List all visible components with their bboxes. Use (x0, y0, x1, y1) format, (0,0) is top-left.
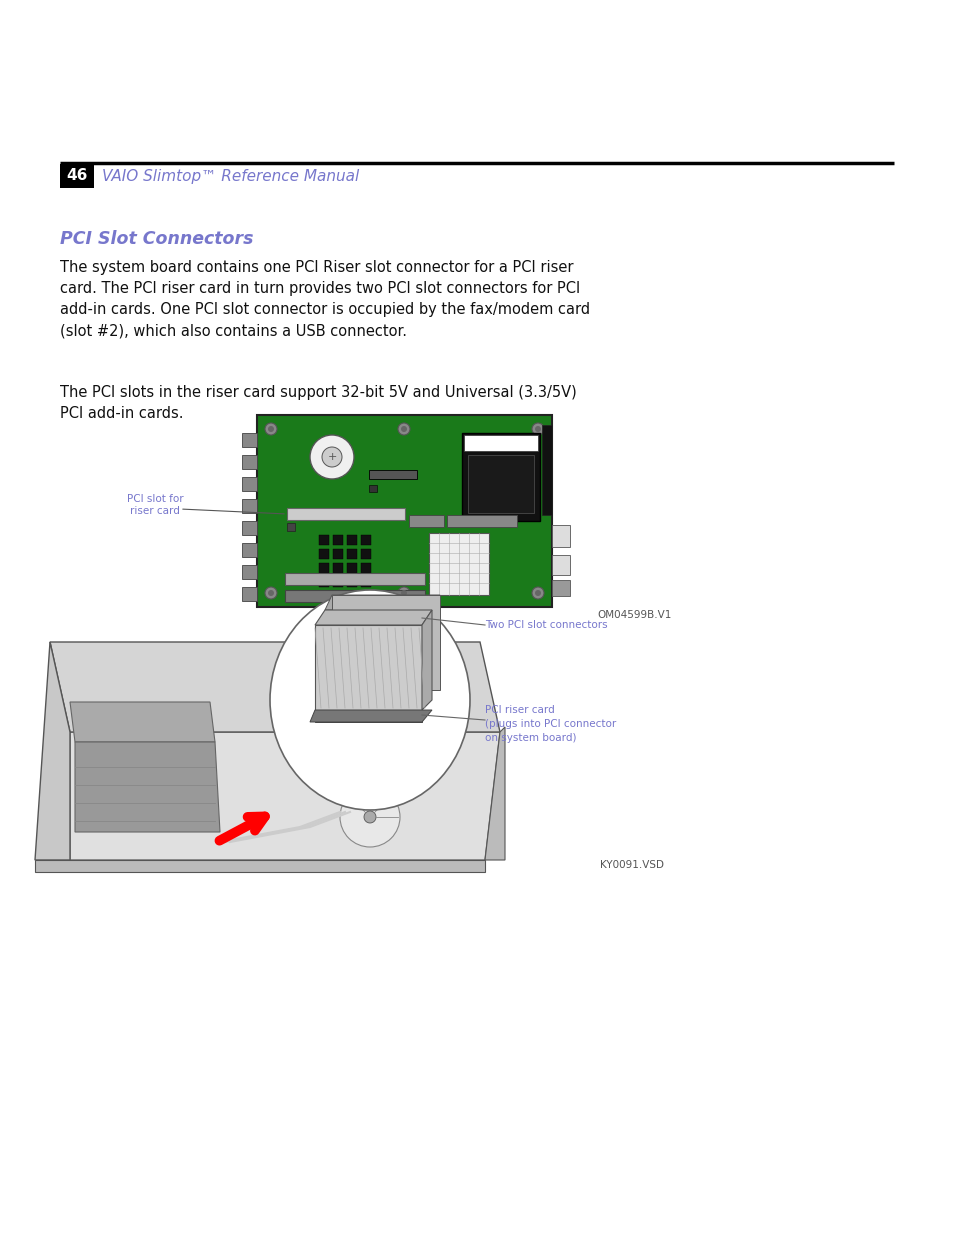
Bar (360, 577, 371, 587)
Bar (360, 535, 371, 545)
Polygon shape (314, 625, 421, 710)
Polygon shape (332, 595, 439, 690)
Polygon shape (35, 642, 70, 860)
Polygon shape (314, 710, 421, 722)
Bar (318, 563, 329, 573)
Bar (256, 415, 552, 606)
Polygon shape (50, 642, 499, 732)
Circle shape (400, 426, 407, 432)
Bar (347, 550, 356, 559)
Circle shape (322, 447, 341, 467)
Bar (242, 543, 256, 557)
Bar (333, 563, 343, 573)
Bar (333, 550, 343, 559)
Text: +: + (327, 452, 336, 462)
Bar (242, 521, 256, 535)
Text: OM04599B.V1: OM04599B.V1 (597, 610, 671, 620)
Bar (318, 592, 329, 601)
Bar (242, 564, 256, 579)
Circle shape (364, 811, 375, 823)
Bar (552, 555, 569, 576)
Bar (318, 577, 329, 587)
Polygon shape (70, 732, 499, 860)
Bar (447, 515, 517, 527)
Circle shape (268, 426, 274, 432)
Polygon shape (75, 742, 220, 832)
Bar (242, 499, 256, 513)
Circle shape (400, 590, 407, 597)
Bar (360, 550, 371, 559)
Text: on system board): on system board) (484, 734, 576, 743)
Bar (347, 563, 356, 573)
Circle shape (535, 590, 540, 597)
Bar (318, 535, 329, 545)
Text: PCI slot for
riser card: PCI slot for riser card (127, 494, 183, 516)
Polygon shape (70, 701, 214, 742)
Text: (plugs into PCI connector: (plugs into PCI connector (484, 719, 616, 729)
Bar (468, 454, 534, 513)
Text: Two PCI slot connectors: Two PCI slot connectors (484, 620, 607, 630)
Text: 46: 46 (67, 168, 88, 184)
Bar (463, 435, 537, 451)
Text: PCI riser card: PCI riser card (484, 705, 554, 715)
Text: KY0091.VSD: KY0091.VSD (599, 860, 663, 869)
Bar (285, 573, 424, 585)
Polygon shape (325, 595, 439, 610)
Bar (242, 454, 256, 469)
Circle shape (339, 787, 399, 847)
Bar (369, 471, 416, 479)
Bar (409, 515, 443, 527)
Circle shape (535, 426, 540, 432)
Circle shape (532, 587, 543, 599)
Bar (429, 534, 489, 595)
Bar (287, 522, 294, 531)
Circle shape (310, 435, 354, 479)
Circle shape (265, 424, 276, 435)
Polygon shape (35, 860, 484, 872)
Text: The system board contains one PCI Riser slot connector for a PCI riser
card. The: The system board contains one PCI Riser … (60, 261, 590, 338)
Bar (369, 485, 376, 492)
Bar (242, 477, 256, 492)
Polygon shape (484, 727, 504, 860)
Bar (242, 587, 256, 601)
Ellipse shape (270, 590, 470, 810)
Text: PCI Slot Connectors: PCI Slot Connectors (60, 230, 253, 248)
Circle shape (397, 424, 410, 435)
Bar (333, 592, 343, 601)
Bar (541, 425, 552, 515)
Bar (552, 580, 569, 597)
Bar (285, 590, 424, 601)
Circle shape (265, 587, 276, 599)
Circle shape (397, 587, 410, 599)
Bar (360, 592, 371, 601)
Bar (60, 164, 94, 188)
Polygon shape (314, 610, 432, 625)
Circle shape (268, 590, 274, 597)
Text: VAIO Slimtop™ Reference Manual: VAIO Slimtop™ Reference Manual (102, 168, 359, 184)
Bar (552, 525, 569, 547)
Bar (360, 563, 371, 573)
Bar (347, 535, 356, 545)
Text: The PCI slots in the riser card support 32-bit 5V and Universal (3.3/5V)
PCI add: The PCI slots in the riser card support … (60, 385, 577, 421)
Circle shape (532, 424, 543, 435)
Bar (347, 592, 356, 601)
Bar (333, 535, 343, 545)
Bar (242, 433, 256, 447)
Bar (318, 550, 329, 559)
Polygon shape (310, 710, 432, 722)
Bar (333, 577, 343, 587)
Polygon shape (421, 610, 432, 710)
Bar (461, 433, 539, 521)
Bar (287, 508, 405, 520)
Bar (347, 577, 356, 587)
